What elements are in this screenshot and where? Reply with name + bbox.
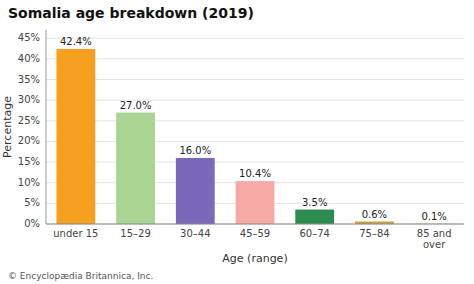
chart: 0% 5% 10% 15% 20% 25% 30% 35% 40% 45% 42.4% 27.0% 16… bbox=[0, 0, 474, 284]
grid-line bbox=[46, 162, 464, 163]
x-tick-label: under 15 bbox=[53, 228, 98, 239]
y-tick-label: 40% bbox=[18, 53, 40, 64]
grid-line bbox=[46, 141, 464, 142]
x-tick-label: 75–84 bbox=[359, 228, 389, 239]
x-axis-title: Age (range) bbox=[222, 252, 287, 265]
x-tick-label: 45–59 bbox=[240, 228, 270, 239]
y-tick-label: 20% bbox=[18, 135, 40, 146]
grid-line bbox=[46, 120, 464, 121]
y-tick-label: 25% bbox=[18, 115, 40, 126]
footer: © Encyclopædia Britannica, Inc. bbox=[8, 271, 153, 281]
data-label: 10.4% bbox=[239, 168, 271, 179]
y-axis-line bbox=[46, 30, 47, 224]
y-tick-label: 10% bbox=[18, 177, 40, 188]
data-label: 0.6% bbox=[362, 209, 387, 220]
data-label: 27.0% bbox=[120, 100, 152, 111]
bar bbox=[176, 158, 215, 224]
x-tick-label: 85 andover bbox=[417, 228, 452, 250]
y-tick-label: 45% bbox=[18, 32, 40, 43]
data-label: 42.4% bbox=[60, 36, 92, 47]
x-tick-label: 15–29 bbox=[120, 228, 150, 239]
grid-line bbox=[46, 79, 464, 80]
bar bbox=[116, 113, 155, 224]
y-tick-label: 5% bbox=[24, 197, 40, 208]
title: Somalia age breakdown (2019) bbox=[8, 5, 254, 21]
y-tick-label: 30% bbox=[18, 94, 40, 105]
grid-line bbox=[46, 58, 464, 59]
y-tick-label: 15% bbox=[18, 156, 40, 167]
grid bbox=[46, 38, 464, 224]
grid-line bbox=[46, 224, 464, 225]
bar bbox=[56, 49, 95, 224]
data-label: 0.1% bbox=[421, 211, 446, 222]
bar bbox=[236, 181, 275, 224]
y-tick-label: 0% bbox=[24, 218, 40, 229]
bar bbox=[295, 210, 334, 224]
x-tick-label: 60–74 bbox=[299, 228, 329, 239]
bars bbox=[56, 49, 453, 224]
y-axis-title: Percentage bbox=[1, 96, 14, 158]
x-tick-label: 30–44 bbox=[180, 228, 210, 239]
data-label: 16.0% bbox=[179, 145, 211, 156]
x-axis-line bbox=[46, 224, 464, 225]
data-label: 3.5% bbox=[302, 197, 327, 208]
grid-line bbox=[46, 38, 464, 39]
grid-line bbox=[46, 100, 464, 101]
y-tick-label: 35% bbox=[18, 74, 40, 85]
